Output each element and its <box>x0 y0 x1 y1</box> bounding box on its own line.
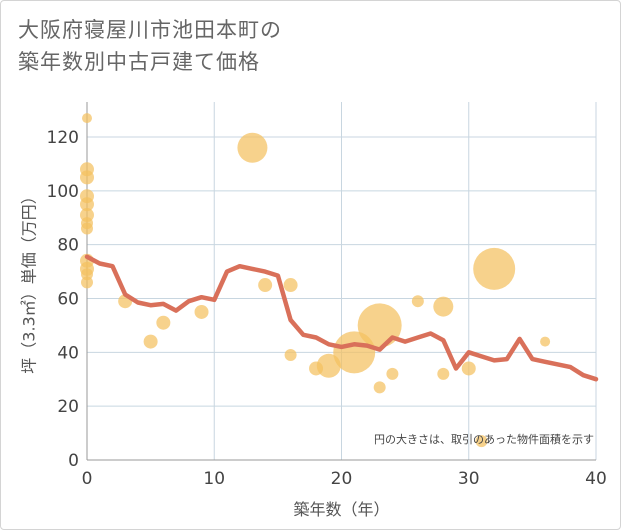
scatter-point <box>386 367 399 380</box>
x-tick-label: 10 <box>203 469 225 489</box>
chart-title-line-2: 築年数別中古戸建て価格 <box>18 50 260 74</box>
size-legend-note: 円の大きさは、取引のあった物件面積を示す <box>374 432 594 446</box>
scatter-point <box>333 331 376 374</box>
scatter-point <box>373 381 386 394</box>
scatter-point <box>357 303 402 348</box>
scatter-point <box>433 296 454 317</box>
scatter-point <box>437 367 450 380</box>
scatter-point <box>411 295 424 308</box>
y-tick-label: 20 <box>57 397 79 417</box>
scatter-point <box>194 304 209 319</box>
scatter-point <box>237 132 268 163</box>
scatter-point <box>473 247 516 290</box>
y-tick-label: 80 <box>57 236 79 256</box>
scatter-point <box>80 170 94 185</box>
scatter-point <box>143 334 158 349</box>
scatter-point <box>156 315 171 330</box>
y-tick-label: 60 <box>57 289 79 309</box>
x-tick-labels: 0 10 20 30 40 <box>82 469 607 489</box>
scatter-point <box>284 349 297 362</box>
scatter-point <box>475 435 488 448</box>
y-tick-label: 0 <box>68 451 79 471</box>
scatter-point <box>80 197 94 212</box>
y-tick-label: 100 <box>47 182 79 202</box>
trend-line <box>84 254 599 382</box>
scatter-point <box>461 361 476 376</box>
scatter-point <box>283 278 298 293</box>
y-tick-labels: 0 20 40 60 80 100 120 <box>47 128 79 471</box>
scatter-point <box>81 276 93 289</box>
y-tick-label: 40 <box>57 343 79 363</box>
scatter-point <box>81 222 93 235</box>
x-tick-label: 30 <box>458 469 480 489</box>
chart-title: 大阪府寝屋川市池田本町の 築年数別中古戸建て価格 <box>18 14 282 78</box>
y-tick-label: 120 <box>47 128 79 148</box>
trend-line-group <box>84 254 599 382</box>
y-axis-title: 坪（3.3㎡）単価（万円） <box>20 188 39 373</box>
scatter-points <box>80 113 551 448</box>
x-tick-label: 40 <box>585 469 607 489</box>
scatter-point <box>82 113 92 124</box>
scatter-point <box>258 278 273 293</box>
x-axis-title: 築年数（年） <box>293 500 389 519</box>
scatter-point <box>540 336 551 347</box>
x-tick-label: 20 <box>331 469 353 489</box>
x-tick-label: 0 <box>82 469 93 489</box>
chart-title-line-1: 大阪府寝屋川市池田本町の <box>18 18 282 42</box>
